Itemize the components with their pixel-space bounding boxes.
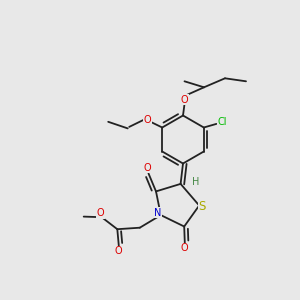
Text: S: S [199,200,206,214]
Text: O: O [181,95,188,105]
Text: H: H [192,177,199,188]
Text: Cl: Cl [218,117,227,127]
Text: N: N [154,208,161,218]
Text: O: O [115,246,123,256]
Text: O: O [144,163,152,173]
Text: O: O [143,115,151,125]
Text: O: O [181,243,189,254]
Text: O: O [96,208,104,218]
